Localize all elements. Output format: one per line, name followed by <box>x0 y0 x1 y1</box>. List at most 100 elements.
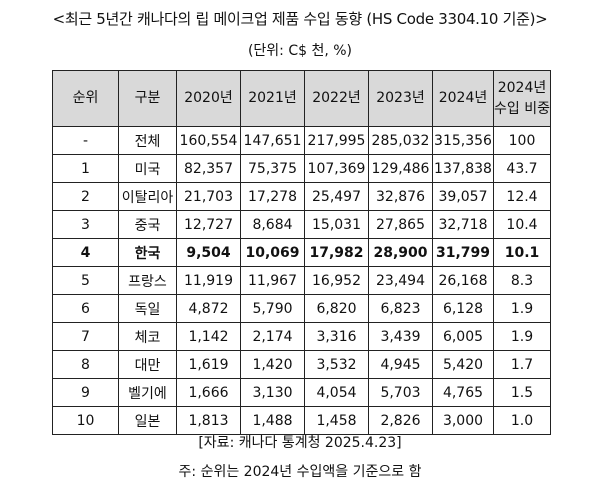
import-table: 순위 구분 2020년 2021년 2022년 2023년 2024년 2024… <box>52 70 551 435</box>
header-2021: 2021년 <box>240 70 305 127</box>
cell-2021: 17,278 <box>240 182 305 211</box>
cell-rank: 7 <box>52 322 119 351</box>
cell-2020: 1,142 <box>176 322 241 351</box>
header-2022: 2022년 <box>304 70 369 127</box>
cell-2024: 31,799 <box>432 238 494 267</box>
cell-2020: 21,703 <box>176 182 241 211</box>
cell-2023: 23,494 <box>368 266 433 295</box>
cell-2022: 17,982 <box>304 238 369 267</box>
cell-2021: 11,967 <box>240 266 305 295</box>
cell-2020: 160,554 <box>176 126 241 155</box>
cell-category: 프랑스 <box>118 266 177 295</box>
cell-share: 1.9 <box>493 294 551 323</box>
header-share-line2: 수입 비중 <box>494 100 550 117</box>
cell-2020: 11,919 <box>176 266 241 295</box>
table-row: - 전체 160,554 147,651 217,995 285,032 315,356 10… <box>52 126 551 155</box>
cell-2021: 10,069 <box>240 238 305 267</box>
cell-2024: 137,838 <box>432 154 494 183</box>
cell-2020: 9,504 <box>176 238 241 267</box>
cell-2021: 2,174 <box>240 322 305 351</box>
cell-2021: 1,420 <box>240 350 305 379</box>
cell-category: 전체 <box>118 126 177 155</box>
cell-share: 43.7 <box>493 154 551 183</box>
cell-category: 중국 <box>118 210 177 239</box>
header-2024: 2024년 <box>432 70 494 127</box>
cell-2022: 15,031 <box>304 210 369 239</box>
table-row: 3 중국 12,727 8,684 15,031 27,865 32,718 10.4 <box>52 210 551 239</box>
cell-rank: 1 <box>52 154 119 183</box>
cell-share: 12.4 <box>493 182 551 211</box>
table-row: 4 한국 9,504 10,069 17,982 28,900 31,799 10.1 <box>52 238 551 267</box>
cell-category: 체코 <box>118 322 177 351</box>
cell-rank: 3 <box>52 210 119 239</box>
cell-2021: 3,130 <box>240 378 305 407</box>
header-category: 구분 <box>118 70 177 127</box>
table-row: 5 프랑스 11,919 11,967 16,952 23,494 26,168 8.3 <box>52 266 551 295</box>
cell-2022: 6,820 <box>304 294 369 323</box>
cell-2020: 1,813 <box>176 406 241 435</box>
cell-category: 미국 <box>118 154 177 183</box>
cell-category: 독일 <box>118 294 177 323</box>
table-row: 2 이탈리아 21,703 17,278 25,497 32,876 39,057 12.4 <box>52 182 551 211</box>
cell-2024: 4,765 <box>432 378 494 407</box>
cell-2023: 3,439 <box>368 322 433 351</box>
header-share-line1: 2024년 <box>497 79 547 96</box>
cell-2022: 1,458 <box>304 406 369 435</box>
cell-2020: 12,727 <box>176 210 241 239</box>
cell-rank: 4 <box>52 238 119 267</box>
cell-2024: 26,168 <box>432 266 494 295</box>
cell-2024: 5,420 <box>432 350 494 379</box>
cell-2023: 285,032 <box>368 126 433 155</box>
cell-2024: 32,718 <box>432 210 494 239</box>
cell-2023: 28,900 <box>368 238 433 267</box>
table-body: - 전체 160,554 147,651 217,995 285,032 315,356 10… <box>52 126 551 435</box>
cell-2022: 3,532 <box>304 350 369 379</box>
cell-2024: 6,005 <box>432 322 494 351</box>
cell-category: 이탈리아 <box>118 182 177 211</box>
table-row: 8 대만 1,619 1,420 3,532 4,945 5,420 1.7 <box>52 350 551 379</box>
cell-2023: 32,876 <box>368 182 433 211</box>
cell-2021: 8,684 <box>240 210 305 239</box>
cell-rank: 5 <box>52 266 119 295</box>
cell-2024: 315,356 <box>432 126 494 155</box>
cell-2022: 25,497 <box>304 182 369 211</box>
cell-rank: - <box>52 126 119 155</box>
cell-2023: 6,823 <box>368 294 433 323</box>
cell-share: 1.0 <box>493 406 551 435</box>
cell-share: 10.4 <box>493 210 551 239</box>
cell-2023: 5,703 <box>368 378 433 407</box>
cell-2023: 27,865 <box>368 210 433 239</box>
table-row: 6 독일 4,872 5,790 6,820 6,823 6,128 1.9 <box>52 294 551 323</box>
header-2020: 2020년 <box>176 70 241 127</box>
cell-2021: 5,790 <box>240 294 305 323</box>
cell-2023: 129,486 <box>368 154 433 183</box>
cell-2023: 4,945 <box>368 350 433 379</box>
cell-2023: 2,826 <box>368 406 433 435</box>
header-rank: 순위 <box>52 70 119 127</box>
cell-2020: 82,357 <box>176 154 241 183</box>
cell-share: 100 <box>493 126 551 155</box>
cell-category: 대만 <box>118 350 177 379</box>
cell-rank: 10 <box>52 406 119 435</box>
cell-2021: 1,488 <box>240 406 305 435</box>
cell-share: 1.9 <box>493 322 551 351</box>
cell-2022: 107,369 <box>304 154 369 183</box>
cell-2024: 39,057 <box>432 182 494 211</box>
cell-share: 10.1 <box>493 238 551 267</box>
cell-2020: 1,666 <box>176 378 241 407</box>
header-share: 2024년 수입 비중 <box>493 70 551 127</box>
cell-category: 일본 <box>118 406 177 435</box>
cell-rank: 2 <box>52 182 119 211</box>
cell-share: 1.7 <box>493 350 551 379</box>
cell-category: 벨기에 <box>118 378 177 407</box>
cell-2022: 16,952 <box>304 266 369 295</box>
cell-2021: 147,651 <box>240 126 305 155</box>
cell-rank: 9 <box>52 378 119 407</box>
cell-category: 한국 <box>118 238 177 267</box>
cell-share: 1.5 <box>493 378 551 407</box>
cell-rank: 6 <box>52 294 119 323</box>
cell-2021: 75,375 <box>240 154 305 183</box>
header-row: 순위 구분 2020년 2021년 2022년 2023년 2024년 2024… <box>52 70 551 127</box>
table-title: <최근 5년간 캐나다의 립 메이크업 제품 수입 동향 (HS Code 33… <box>52 10 548 28</box>
